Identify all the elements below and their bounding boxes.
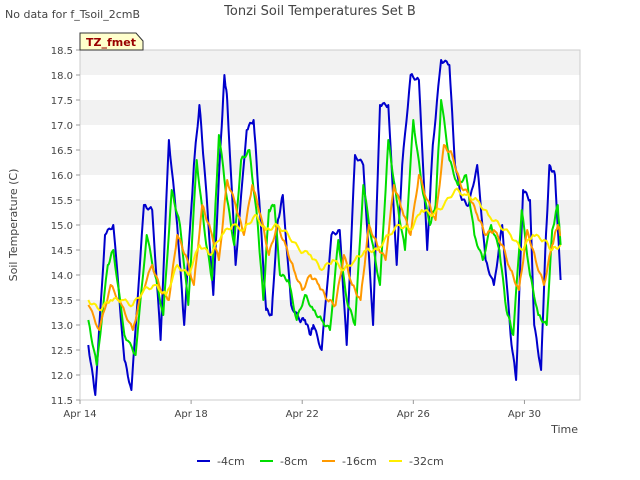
y-axis-label: Soil Temperature (C): [7, 169, 20, 282]
y-tick-label: 18.5: [51, 46, 73, 57]
legend: -4cm -8cm -16cm -32cm: [197, 455, 444, 468]
y-tick-label: 17.5: [51, 96, 73, 107]
x-tick-label: Apr 22: [286, 409, 319, 420]
y-tick-label: 12.5: [51, 346, 73, 357]
series-line-16cmcm: [87, 144, 562, 331]
station-badge: TZ_fmet: [79, 32, 144, 51]
no-data-note: No data for f_Tsoil_2cmB: [5, 8, 140, 21]
y-tick-label: 15.5: [51, 196, 73, 207]
grid-band: [80, 375, 580, 400]
chart-title: Tonzi Soil Temperatures Set B: [223, 4, 416, 19]
y-axis: 11.5 12.0 12.5 13.0 13.5 14.0 14.5 15.0 15.5 16.0…: [51, 46, 80, 407]
station-badge-box: [79, 32, 144, 51]
grid-band: [80, 150, 580, 175]
x-tick-label: Apr 18: [175, 409, 208, 420]
x-axis-label: Time: [550, 423, 578, 436]
y-tick-label: 12.0: [51, 371, 73, 382]
legend-label: -32cm: [409, 455, 444, 468]
y-tick-label: 16.0: [51, 171, 73, 182]
grid-bands: [80, 50, 580, 400]
y-tick-label: 14.0: [51, 271, 73, 282]
y-tick-label: 13.5: [51, 296, 73, 307]
series-line-4cmcm: [87, 59, 562, 396]
y-tick-label: 15.0: [51, 221, 73, 232]
series-line-32cmcm: [87, 187, 562, 312]
y-tick-label: 14.5: [51, 246, 73, 257]
y-tick-label: 18.0: [51, 71, 73, 82]
legend-label: -8cm: [280, 455, 308, 468]
grid-band: [80, 75, 580, 100]
x-tick-label: Apr 30: [508, 409, 541, 420]
legend-label: -4cm: [217, 455, 245, 468]
y-tick-label: 11.5: [51, 396, 73, 407]
x-tick-label: Apr 14: [63, 409, 96, 420]
station-badge-label: TZ_fmet: [86, 36, 136, 49]
y-tick-label: 13.0: [51, 321, 73, 332]
grid-band: [80, 200, 580, 225]
grid-band: [80, 175, 580, 200]
grid-band: [80, 100, 580, 125]
x-axis: Apr 14 Apr 18 Apr 22 Apr 26 Apr 30: [63, 400, 541, 420]
grid-band: [80, 50, 580, 75]
x-tick-label: Apr 26: [397, 409, 430, 420]
legend-label: -16cm: [342, 455, 377, 468]
y-tick-label: 16.5: [51, 146, 73, 157]
y-tick-label: 17.0: [51, 121, 73, 132]
series-layer: [87, 59, 562, 396]
grid-band: [80, 125, 580, 150]
series-line-8cmcm: [87, 99, 562, 366]
grid-band: [80, 350, 580, 375]
